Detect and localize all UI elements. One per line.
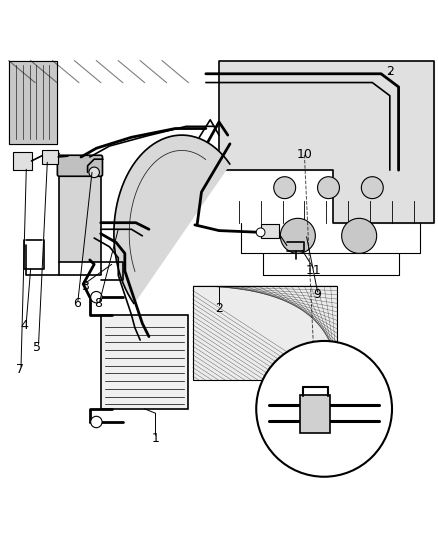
Bar (13, 152, 32, 170)
Text: 8: 8 (95, 297, 102, 310)
Text: 2: 2 (386, 65, 394, 78)
Circle shape (256, 228, 265, 237)
Circle shape (361, 177, 383, 199)
Circle shape (89, 167, 99, 177)
Text: 11: 11 (305, 264, 321, 277)
Circle shape (280, 219, 315, 253)
Text: 6: 6 (73, 297, 81, 310)
Circle shape (91, 292, 102, 303)
Bar (261, 224, 279, 238)
Text: 9: 9 (314, 288, 321, 302)
Polygon shape (9, 61, 57, 144)
FancyBboxPatch shape (57, 155, 102, 176)
Circle shape (256, 341, 392, 477)
Bar (193, 286, 337, 381)
FancyBboxPatch shape (300, 395, 330, 432)
Text: 5: 5 (33, 341, 41, 354)
Text: 7: 7 (16, 363, 24, 376)
Circle shape (274, 177, 296, 199)
Text: 10: 10 (297, 148, 312, 161)
Polygon shape (219, 61, 434, 223)
Text: 2: 2 (215, 302, 223, 314)
Text: 4: 4 (20, 319, 28, 332)
Bar (101, 314, 188, 409)
Text: 3: 3 (81, 280, 89, 293)
Text: 1: 1 (152, 432, 159, 445)
Circle shape (318, 177, 339, 199)
Bar (59, 174, 101, 262)
Circle shape (342, 219, 377, 253)
Circle shape (91, 416, 102, 427)
Polygon shape (114, 135, 230, 303)
Bar (42, 150, 58, 164)
